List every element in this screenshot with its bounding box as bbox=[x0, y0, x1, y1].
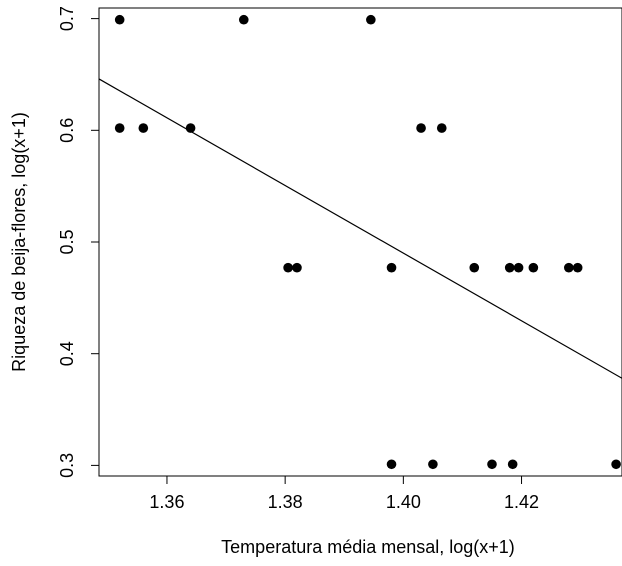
data-point bbox=[528, 262, 539, 273]
x-axis: 1.36 1.38 1.40 1.42 bbox=[149, 475, 539, 512]
data-point bbox=[469, 262, 480, 273]
y-tick-label: 0.7 bbox=[57, 6, 77, 31]
data-point bbox=[366, 14, 376, 25]
data-point bbox=[513, 262, 524, 273]
data-point bbox=[114, 14, 125, 25]
y-tick-label: 0.4 bbox=[57, 341, 77, 366]
data-point bbox=[611, 459, 621, 470]
data-point bbox=[386, 262, 397, 273]
data-point bbox=[138, 123, 149, 133]
data-point bbox=[283, 262, 293, 273]
x-tick-label: 1.36 bbox=[149, 492, 184, 512]
data-point bbox=[292, 262, 302, 273]
y-tick-label: 0.5 bbox=[57, 229, 77, 254]
y-tick-label: 0.6 bbox=[57, 118, 77, 143]
x-tick-label: 1.40 bbox=[386, 492, 421, 512]
data-point bbox=[416, 123, 426, 133]
data-point bbox=[487, 459, 497, 470]
y-axis-label: Riqueza de beija-flores, log(x+1) bbox=[9, 112, 29, 372]
data-point bbox=[436, 123, 447, 133]
data-point bbox=[386, 459, 397, 470]
data-point bbox=[504, 262, 515, 273]
data-point bbox=[572, 262, 583, 273]
data-point bbox=[185, 123, 196, 133]
x-tick-label: 1.42 bbox=[504, 492, 539, 512]
data-point bbox=[114, 123, 125, 133]
data-point bbox=[507, 459, 518, 470]
x-tick-label: 1.38 bbox=[268, 492, 303, 512]
data-point bbox=[564, 262, 574, 273]
plot-frame bbox=[98, 7, 622, 477]
regression-line bbox=[98, 78, 622, 379]
data-points bbox=[114, 14, 621, 470]
data-point bbox=[238, 14, 249, 25]
x-axis-label: Temperatura média mensal, log(x+1) bbox=[221, 537, 515, 557]
y-axis: 0.3 0.4 0.5 0.6 0.7 bbox=[57, 6, 100, 478]
y-tick-label: 0.3 bbox=[57, 453, 77, 478]
trend-line-group bbox=[98, 78, 622, 379]
data-point bbox=[428, 459, 438, 470]
